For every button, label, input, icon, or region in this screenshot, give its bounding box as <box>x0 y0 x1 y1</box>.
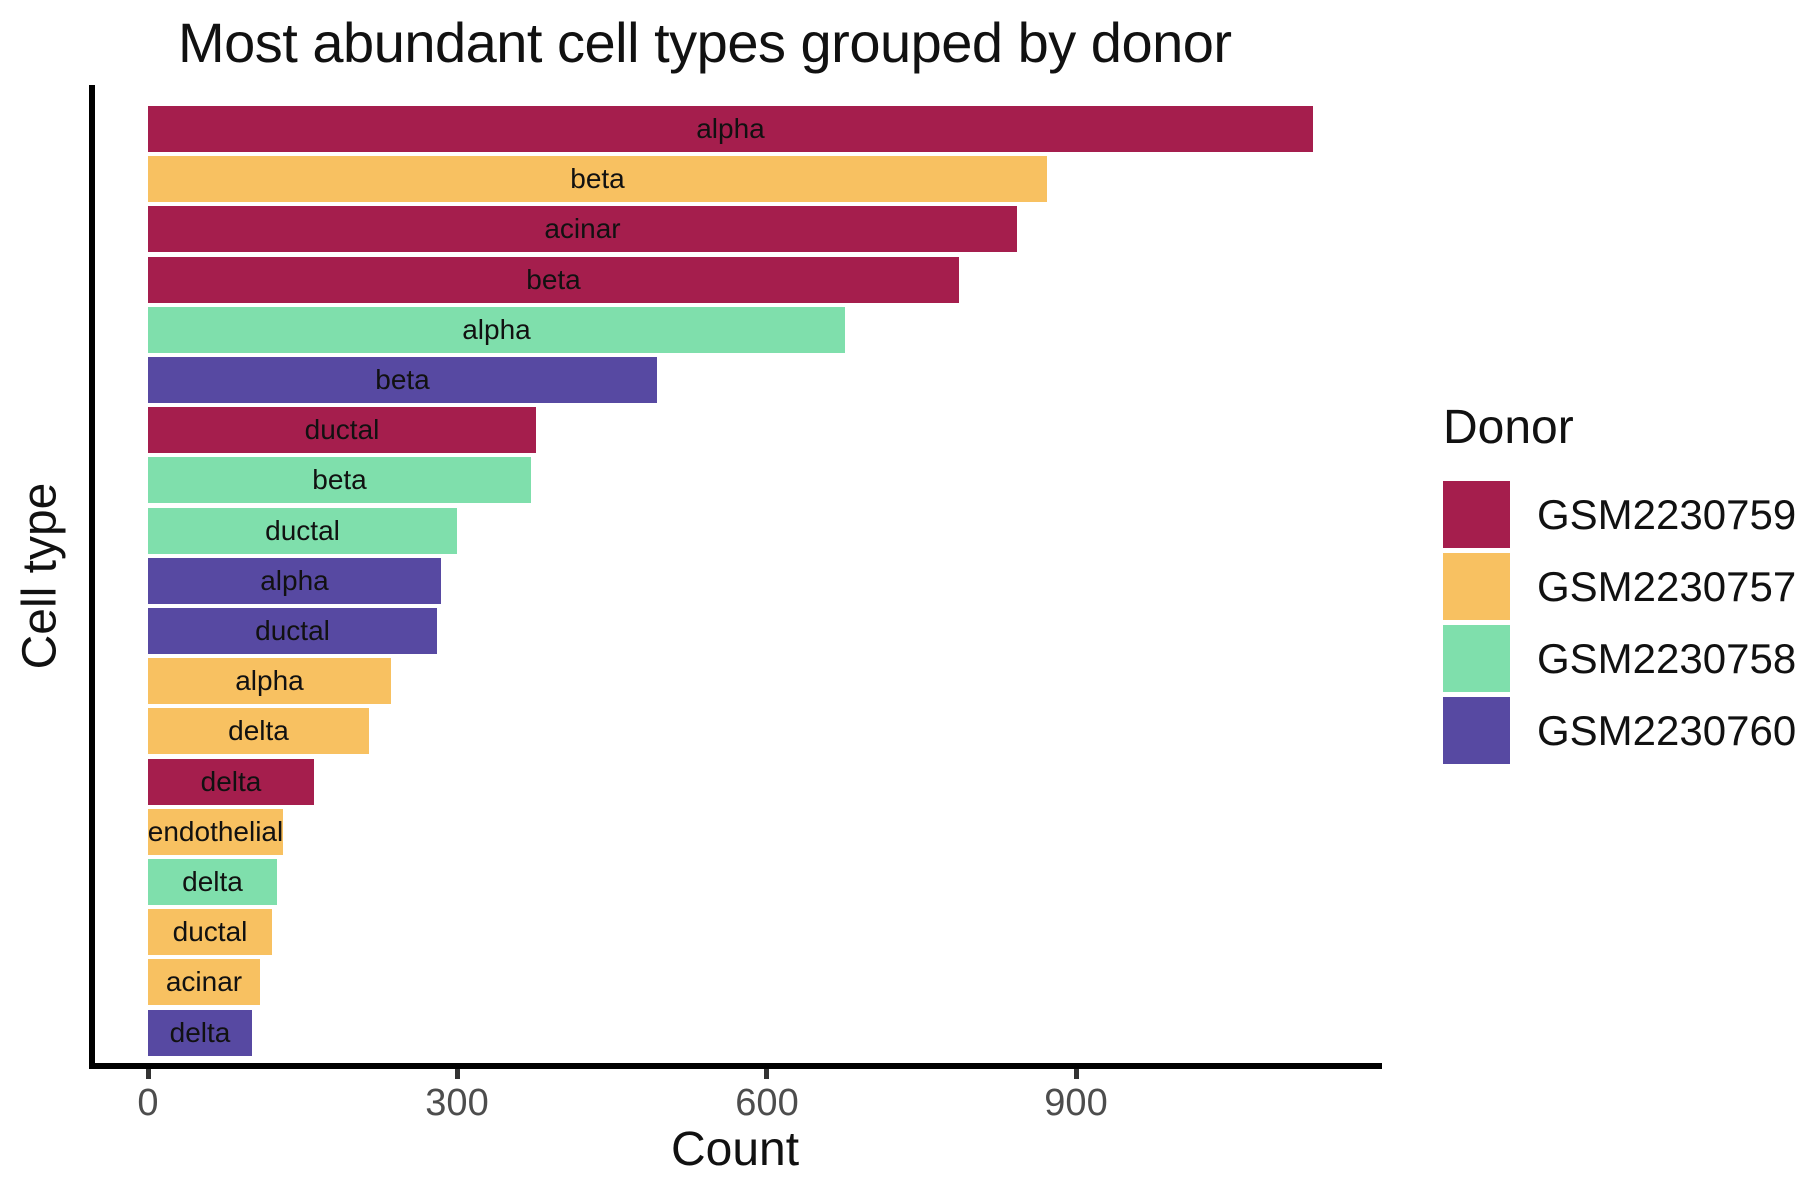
bar-label: delta <box>182 866 243 897</box>
x-tick-mark <box>455 1069 460 1079</box>
legend-label: GSM2230760 <box>1537 706 1797 754</box>
bar-beta-GSM2230760: beta <box>148 357 657 403</box>
bar-label: beta <box>375 364 430 395</box>
bar-endothelial-GSM2230757: endothelial <box>148 809 283 855</box>
x-tick-mark <box>146 1069 151 1079</box>
bar-label: ductal <box>265 515 340 546</box>
bar-label: ductal <box>172 916 248 947</box>
bar-ductal-GSM2230759: ductal <box>148 407 536 453</box>
bar-ductal-GSM2230760: ductal <box>148 608 437 654</box>
legend-label: GSM2230759 <box>1537 490 1797 538</box>
legend-item-GSM2230759: GSM2230759 <box>1443 481 1796 548</box>
x-tick-label: 300 <box>425 1082 489 1124</box>
legend-label: GSM2230758 <box>1537 634 1797 682</box>
legend-title: Donor <box>1443 401 1574 454</box>
y-axis-line <box>89 85 95 1069</box>
bar-ductal-GSM2230758: ductal <box>148 508 457 554</box>
x-tick-mark <box>764 1069 769 1079</box>
bar-label: delta <box>228 715 289 746</box>
legend-label: GSM2230757 <box>1537 562 1797 610</box>
x-tick-label: 0 <box>137 1082 159 1124</box>
bar-label: beta <box>312 464 367 495</box>
bar-label: acinar <box>165 966 243 997</box>
bar-label: beta <box>526 264 581 295</box>
bar-alpha-GSM2230758: alpha <box>148 307 845 353</box>
bar-delta-GSM2230758: delta <box>148 859 277 905</box>
legend-items: GSM2230759 GSM2230757 GSM2230758 GSM2230760 <box>1443 481 1796 764</box>
bar-ductal-GSM2230757: ductal <box>148 909 272 955</box>
bar-label: alpha <box>696 113 765 144</box>
bar-beta-GSM2230757: beta <box>148 156 1047 202</box>
legend-swatch <box>1443 697 1510 764</box>
bar-label: alpha <box>260 565 329 596</box>
bar-alpha-GSM2230757: alpha <box>148 658 391 704</box>
x-tick-label: 600 <box>735 1082 799 1124</box>
legend-swatch <box>1443 553 1510 620</box>
bar-beta-GSM2230758: beta <box>148 457 531 503</box>
bar-label: ductal <box>255 615 330 646</box>
bar-delta-GSM2230760: delta <box>148 1010 252 1056</box>
legend-swatch <box>1443 481 1510 548</box>
legend-item-GSM2230758: GSM2230758 <box>1443 625 1796 692</box>
bar-delta-GSM2230757: delta <box>148 708 369 754</box>
bar-label: beta <box>570 163 625 194</box>
bar-label: endothelial <box>147 816 284 847</box>
bar-alpha-GSM2230760: alpha <box>148 558 441 604</box>
bar-acinar-GSM2230759: acinar <box>148 206 1017 252</box>
x-axis-line <box>89 1063 1382 1069</box>
legend: Donor GSM2230759 GSM2230757 GSM2230758 GSM2… <box>1443 400 1796 769</box>
bar-delta-GSM2230759: delta <box>148 759 314 805</box>
x-axis-title: Count <box>670 1123 800 1176</box>
y-axis-title: Cell type <box>13 482 67 670</box>
bar-beta-GSM2230759: beta <box>148 257 959 303</box>
bar-label: delta <box>169 1017 231 1048</box>
legend-swatch <box>1443 625 1510 692</box>
bar-label: acinar <box>544 213 621 244</box>
bar-label: alpha <box>235 665 304 696</box>
x-tick-mark <box>1074 1069 1079 1079</box>
legend-item-GSM2230757: GSM2230757 <box>1443 553 1796 620</box>
bar-label: ductal <box>304 414 380 445</box>
bar-label: alpha <box>462 314 531 345</box>
chart-title: Most abundant cell types grouped by dono… <box>178 11 1232 74</box>
bar-acinar-GSM2230757: acinar <box>148 959 260 1005</box>
bar-label: delta <box>200 766 262 797</box>
x-tick-label: 900 <box>1044 1082 1108 1124</box>
legend-item-GSM2230760: GSM2230760 <box>1443 697 1796 764</box>
bar-alpha-GSM2230759: alpha <box>148 106 1313 152</box>
